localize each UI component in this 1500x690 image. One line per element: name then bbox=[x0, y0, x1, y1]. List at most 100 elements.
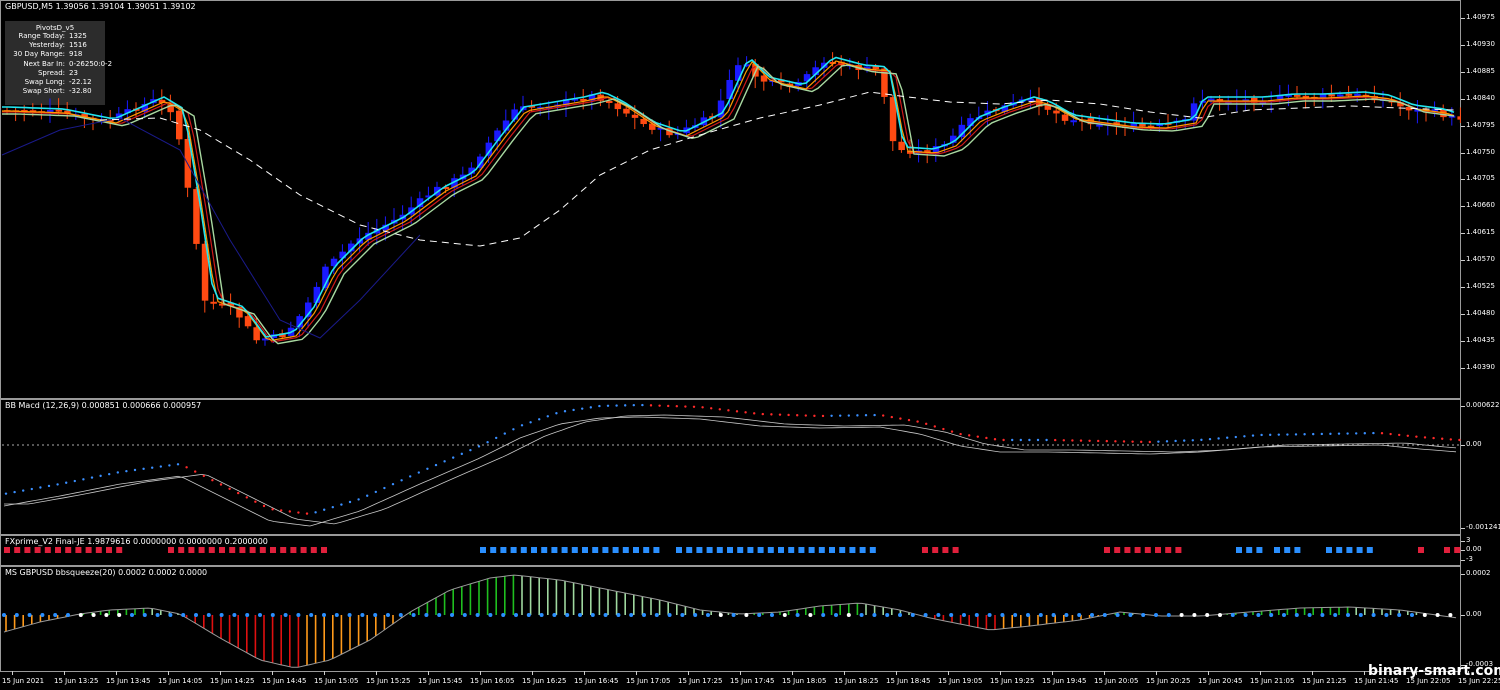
squeeze-dot bbox=[552, 613, 557, 617]
fxprime-square bbox=[219, 547, 225, 553]
squeeze-dot bbox=[578, 613, 582, 617]
squeeze-dot bbox=[475, 613, 480, 617]
squeeze-dot bbox=[424, 613, 429, 617]
squeeze-dot bbox=[1205, 613, 1210, 617]
axis-tick-mark bbox=[1461, 260, 1465, 262]
fxprime-square bbox=[757, 547, 764, 553]
candle-body bbox=[1001, 105, 1009, 112]
macd-dot bbox=[744, 411, 747, 414]
macd-dot bbox=[778, 413, 782, 416]
squeeze-dot bbox=[78, 613, 83, 617]
fxprime-square bbox=[541, 547, 548, 553]
fxprime-square bbox=[44, 547, 51, 553]
macd-dot bbox=[391, 482, 395, 486]
macd-dot bbox=[520, 424, 524, 427]
candle-body bbox=[81, 113, 88, 119]
macd-dot bbox=[907, 418, 911, 422]
time-tick-mark bbox=[480, 671, 481, 675]
squeeze-dot bbox=[616, 613, 621, 617]
macd-dot bbox=[675, 405, 678, 408]
macd-dot bbox=[787, 413, 790, 417]
squeeze-dot bbox=[910, 613, 915, 617]
macd-dot bbox=[1355, 432, 1358, 435]
candle-body bbox=[236, 306, 243, 318]
squeeze-dot bbox=[590, 613, 595, 617]
squeeze-dot bbox=[1179, 613, 1184, 617]
candle-body bbox=[829, 61, 837, 64]
squeeze-dot bbox=[40, 613, 45, 617]
axis-tick-mark bbox=[1461, 541, 1465, 542]
squeeze-dot bbox=[514, 613, 518, 617]
ma-sage-line bbox=[2, 64, 1455, 345]
squeeze-dot bbox=[501, 613, 506, 617]
macd-dot bbox=[735, 410, 739, 413]
squeeze-dot bbox=[603, 613, 608, 617]
squeeze-dot bbox=[974, 613, 979, 617]
macd-dot bbox=[649, 404, 653, 407]
squeeze-title: MS GBPUSD bbsqueeze(20) 0.0002 0.0002 0.… bbox=[5, 568, 208, 577]
macd-pane[interactable]: BB Macd (12,26,9) 0.000851 0.000666 0.00… bbox=[0, 399, 1461, 535]
axis-tick-mark bbox=[1461, 206, 1465, 208]
squeeze-dot bbox=[1090, 613, 1094, 617]
candle-body bbox=[279, 333, 286, 338]
fxprime-square bbox=[1356, 547, 1363, 553]
squeeze-dot bbox=[1000, 613, 1005, 617]
axis-tick-mark bbox=[1461, 287, 1465, 288]
squeeze-dot bbox=[1358, 613, 1363, 617]
time-tick-mark bbox=[1208, 671, 1209, 675]
fxprime-square bbox=[1175, 547, 1182, 553]
fxprime-square bbox=[510, 547, 517, 553]
macd-dot bbox=[73, 479, 77, 483]
macd-dot bbox=[1406, 434, 1410, 437]
candle-body bbox=[1337, 94, 1344, 97]
axis-tick-mark bbox=[1461, 71, 1465, 73]
squeeze-dot bbox=[795, 613, 800, 617]
main-chart-pane[interactable]: GBPUSD,M5 1.39056 1.39104 1.39051 1.3910… bbox=[0, 0, 1461, 399]
squeeze-dot bbox=[885, 613, 890, 617]
macd-dot bbox=[1071, 439, 1074, 442]
macd-dot bbox=[65, 481, 68, 484]
candle-body bbox=[1044, 105, 1052, 110]
squeeze-pane[interactable]: MS GBPUSD bbsqueeze(20) 0.0002 0.0002 0.… bbox=[0, 566, 1461, 672]
fxprime-square bbox=[571, 547, 578, 553]
macd-dot bbox=[933, 425, 936, 428]
macd-dot bbox=[727, 409, 730, 412]
time-tick-label: 15 Jun 20:45 bbox=[1198, 677, 1243, 685]
macd-dot bbox=[374, 490, 377, 494]
macd-dot bbox=[1380, 432, 1384, 435]
axis-tick-mark bbox=[1461, 560, 1465, 561]
macd-dot bbox=[331, 505, 334, 509]
squeeze-dot bbox=[142, 613, 147, 617]
fxprime-square bbox=[706, 547, 713, 553]
axis-tick-mark bbox=[1461, 445, 1465, 446]
fxprime-square bbox=[859, 547, 866, 553]
squeeze-dot bbox=[1102, 613, 1107, 617]
candle-body bbox=[778, 79, 785, 83]
macd-dot bbox=[1398, 433, 1401, 437]
macd-dot bbox=[1294, 433, 1298, 436]
macd-dot bbox=[1389, 432, 1392, 436]
candle-body bbox=[313, 286, 321, 303]
time-tick-label: 15 Jun 14:05 bbox=[158, 677, 203, 685]
axis-tick-mark bbox=[1461, 574, 1465, 575]
macd-dot bbox=[39, 486, 42, 489]
fxprime-square bbox=[622, 547, 629, 553]
fxprime-square bbox=[737, 547, 744, 553]
candle-body bbox=[141, 103, 149, 112]
squeeze-dot bbox=[808, 613, 813, 617]
time-tick-label: 15 Jun 20:05 bbox=[1094, 677, 1139, 685]
macd-dot bbox=[1243, 435, 1246, 438]
fxprime-square bbox=[24, 547, 31, 553]
squeeze-dot bbox=[706, 613, 710, 617]
time-tick-mark bbox=[740, 671, 741, 675]
candle-body bbox=[227, 302, 235, 306]
fxprime-tick-label: 3 bbox=[1466, 536, 1471, 544]
squeeze-dot bbox=[680, 613, 685, 617]
macd-dot bbox=[1234, 435, 1238, 439]
squeeze-dot bbox=[194, 613, 198, 617]
time-tick-mark bbox=[428, 671, 429, 675]
macd-dot bbox=[606, 404, 610, 407]
fxprime-square bbox=[1165, 547, 1172, 553]
macd-dot bbox=[262, 504, 266, 508]
fxprime-square bbox=[321, 547, 327, 553]
